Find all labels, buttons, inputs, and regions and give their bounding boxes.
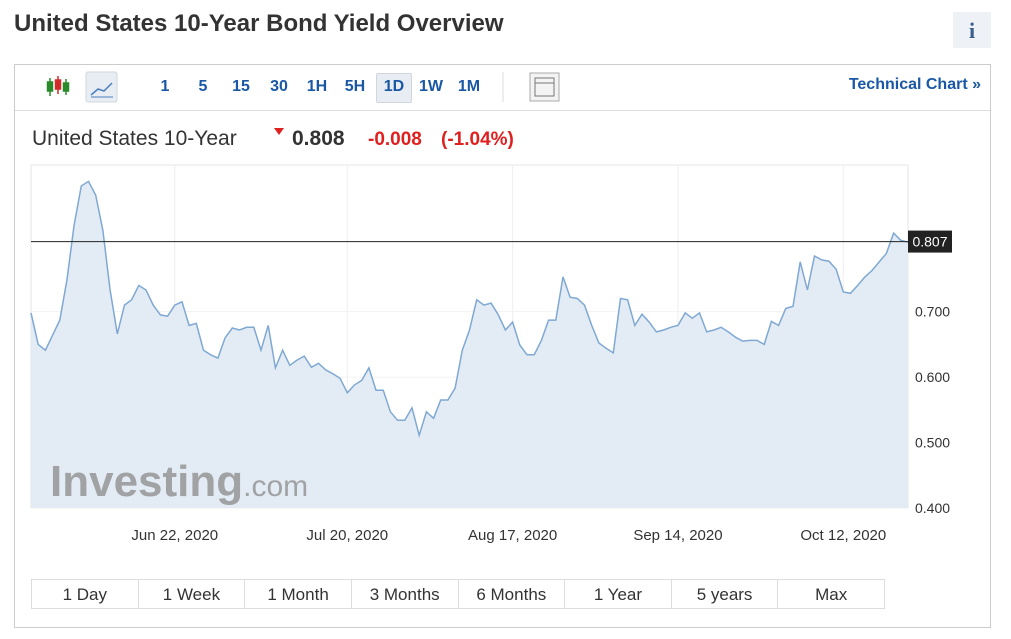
y-tick-label: 0.500	[915, 435, 950, 451]
interval-button[interactable]: 5H	[344, 78, 366, 95]
x-tick-label: Jul 20, 2020	[306, 527, 388, 544]
table-icon-inner	[534, 77, 555, 97]
interval-button[interactable]: 1W	[419, 78, 443, 95]
x-tick-label: Aug 17, 2020	[468, 527, 557, 544]
range-button[interactable]: Max	[777, 579, 885, 609]
interval-button[interactable]: 30	[270, 78, 288, 95]
interval-button[interactable]: 15	[232, 78, 250, 95]
icon-stroke	[54, 79, 62, 90]
y-tick-label: 0.700	[915, 304, 950, 320]
last-price-label: 0.807	[912, 234, 947, 250]
area-fill	[31, 181, 908, 508]
range-button[interactable]: 1 Week	[137, 579, 246, 609]
x-tick-label: Sep 14, 2020	[633, 527, 722, 544]
watermark-suffix: .com	[243, 470, 308, 503]
down-arrow	[274, 128, 284, 135]
range-button[interactable]: 3 Months	[350, 579, 459, 609]
interval-button[interactable]: 5	[198, 78, 208, 95]
percent-change: (-1.04%)	[441, 129, 514, 150]
toolbar-separator	[15, 110, 990, 111]
interval-button[interactable]: 1M	[457, 78, 481, 95]
last-price-badge	[908, 230, 952, 253]
icon-stroke	[62, 82, 70, 92]
interval-button[interactable]: 1	[160, 78, 170, 95]
line-chart-icon[interactable]	[85, 71, 118, 103]
page-title: United States 10-Year Bond Yield Overvie…	[14, 10, 504, 37]
y-tick-label: 0.600	[915, 369, 950, 385]
watermark-brand: Investing	[50, 457, 243, 506]
x-tick-label: Jun 22, 2020	[131, 527, 218, 544]
price-change: -0.008	[368, 129, 422, 150]
interval-button[interactable]: 1D	[376, 73, 412, 103]
table-icon[interactable]	[529, 72, 560, 102]
candlestick-icon[interactable]	[46, 76, 70, 96]
range-button[interactable]: 1 Day	[31, 579, 139, 609]
instrument-name: United States 10-Year	[32, 127, 237, 150]
range-button[interactable]: 5 years	[670, 579, 779, 609]
range-button[interactable]: 6 Months	[457, 579, 566, 609]
chart-panel	[14, 64, 991, 628]
info-button[interactable]: i	[953, 12, 991, 48]
watermark: Investing.com	[50, 457, 308, 506]
x-tick-label: Oct 12, 2020	[800, 527, 886, 544]
interval-button[interactable]: 1H	[306, 78, 328, 95]
last-price: 0.808	[292, 127, 345, 150]
area-line	[30, 180, 909, 439]
technical-chart-link[interactable]: Technical Chart »	[848, 76, 981, 93]
line-icon-stroke	[90, 82, 113, 96]
range-button[interactable]: 1 Year	[564, 579, 672, 609]
y-tick-label: 0.400	[915, 500, 950, 516]
icon-stroke	[46, 81, 54, 92]
range-button[interactable]: 1 Month	[244, 579, 352, 609]
